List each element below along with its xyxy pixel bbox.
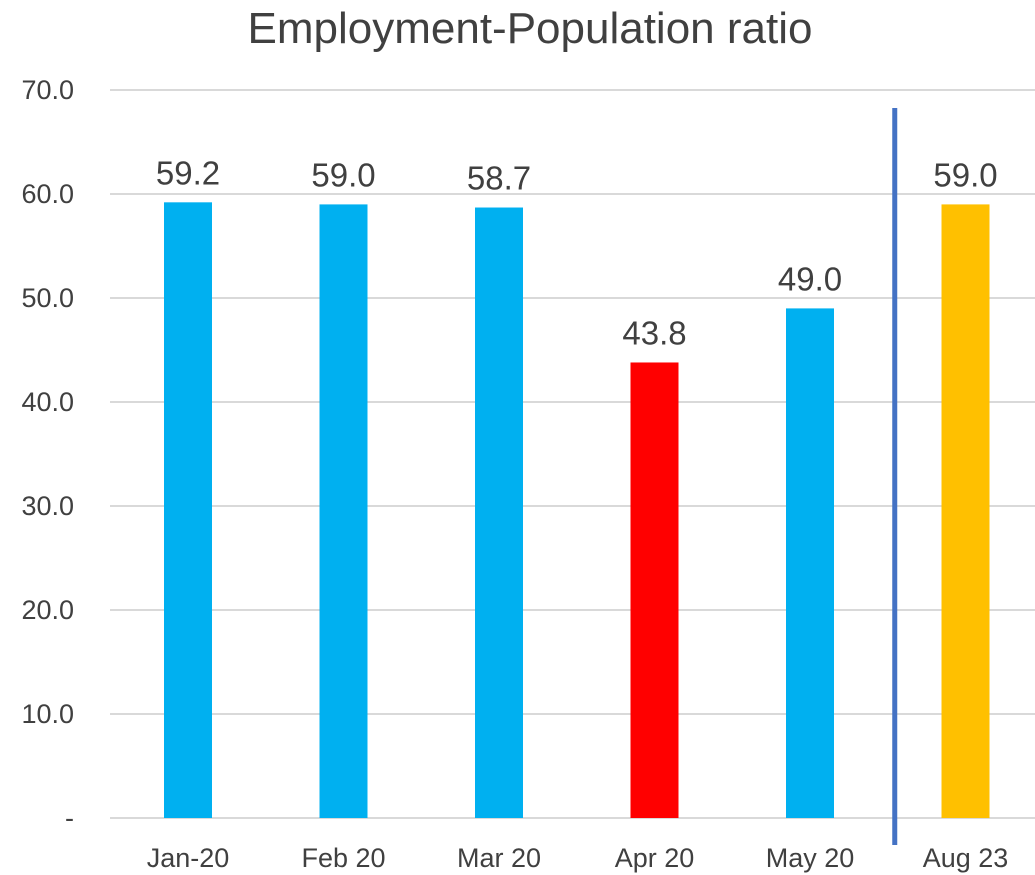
x-category-label: Aug 23 [923,843,1009,873]
data-label: 59.0 [933,156,997,193]
y-tick-label: 20.0 [21,595,74,625]
y-tick-label: 70.0 [21,75,74,105]
data-label: 59.0 [311,156,375,193]
data-label: 59.2 [156,154,220,191]
data-labels: 59.2 59.0 58.7 43.8 49.0 59.0 [156,154,998,351]
bar [786,308,834,818]
bar [630,362,679,818]
y-tick-label: 60.0 [21,179,74,209]
bar [475,207,523,818]
x-category-label: Mar 20 [457,843,541,873]
y-tick-label: - [65,803,74,833]
data-label: 49.0 [778,260,842,297]
y-tick-label: 10.0 [21,699,74,729]
x-category-label: May 20 [766,843,855,873]
x-category-label: Apr 20 [615,843,695,873]
chart-title: Employment-Population ratio [247,4,813,53]
bars [164,202,990,818]
bar [164,202,212,818]
y-tick-label: 40.0 [21,387,74,417]
axis-labels: - 10.0 20.0 30.0 40.0 50.0 60.0 70.0 Jan-20 Feb 2… [21,75,1008,873]
bar [319,204,368,818]
x-category-label: Feb 20 [301,843,385,873]
x-category-label: Jan-20 [147,843,230,873]
y-tick-label: 50.0 [21,283,74,313]
data-label: 43.8 [622,314,686,351]
gridlines [110,89,1035,819]
y-tick-label: 30.0 [21,491,74,521]
data-label: 58.7 [467,160,531,197]
bar [941,204,990,818]
